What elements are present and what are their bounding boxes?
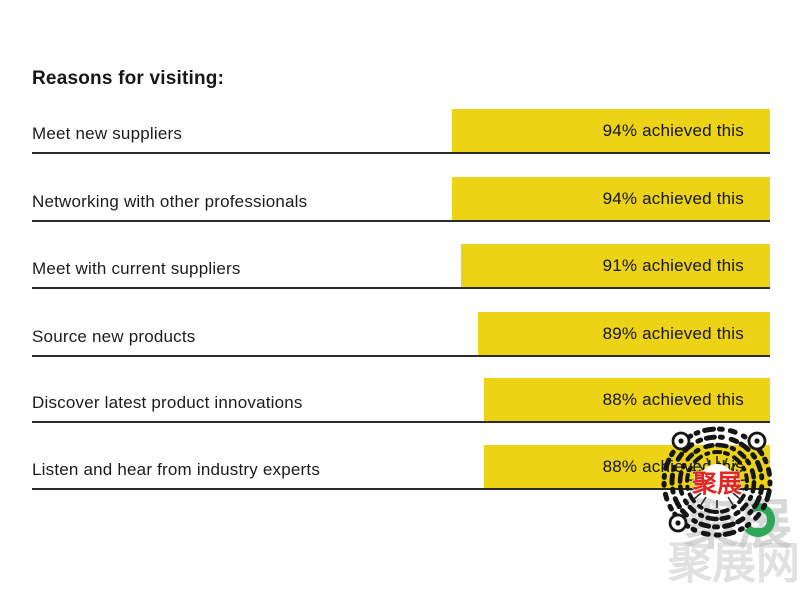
bar-value-label: 89% achieved this [602,323,744,343]
chart-row: Meet with current suppliers 91% achieved… [0,233,800,289]
row-label: Discover latest product innovations [32,393,303,412]
chart-row: Source new products 89% achieved this [0,301,800,357]
row-underline [32,488,770,490]
row-underline [32,421,770,423]
row-label: Meet new suppliers [32,124,183,143]
achievement-bar: 94% achieved this [452,109,770,152]
bar-value-label: 94% achieved this [602,120,744,140]
chart-row: Discover latest product innovations 88% … [0,367,800,423]
row-label: Listen and hear from industry experts [32,460,321,479]
achievement-bar: 88% achieved this [484,378,770,421]
row-label: Source new products [32,327,196,346]
row-underline [32,220,770,222]
page-title: Reasons for visiting: [32,68,225,89]
achievement-bar: 94% achieved this [452,177,770,220]
qr-finder-markers [668,431,767,533]
bar-value-label: 88% achieved this [602,389,744,409]
chart-row: Meet new suppliers 94% achieved this [0,98,800,154]
achievement-bar: 91% achieved this [461,244,770,287]
bar-value-label: 91% achieved this [602,255,744,275]
chart-row: Networking with other professionals 94% … [0,166,800,222]
bar-value-label: 94% achieved this [602,188,744,208]
row-underline [32,152,770,154]
row-underline [32,355,770,357]
row-underline [32,287,770,289]
achievement-bar: 89% achieved this [478,312,770,355]
juzhan-logo-icon [741,503,775,537]
qr-stamp-icon: 聚展 [661,426,773,538]
row-label: Meet with current suppliers [32,259,241,278]
stamp-center-text: 聚展 [691,469,742,498]
row-label: Networking with other professionals [32,192,308,211]
